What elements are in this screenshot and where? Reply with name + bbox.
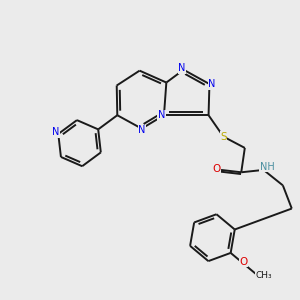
Text: NH: NH [260,162,274,172]
Text: CH₃: CH₃ [256,271,272,280]
Text: N: N [138,125,146,135]
Text: O: O [239,257,247,267]
Text: N: N [158,110,165,120]
Text: S: S [220,132,227,142]
Text: N: N [208,79,215,89]
Text: N: N [178,63,186,73]
Text: O: O [212,164,221,174]
Text: N: N [52,128,60,137]
